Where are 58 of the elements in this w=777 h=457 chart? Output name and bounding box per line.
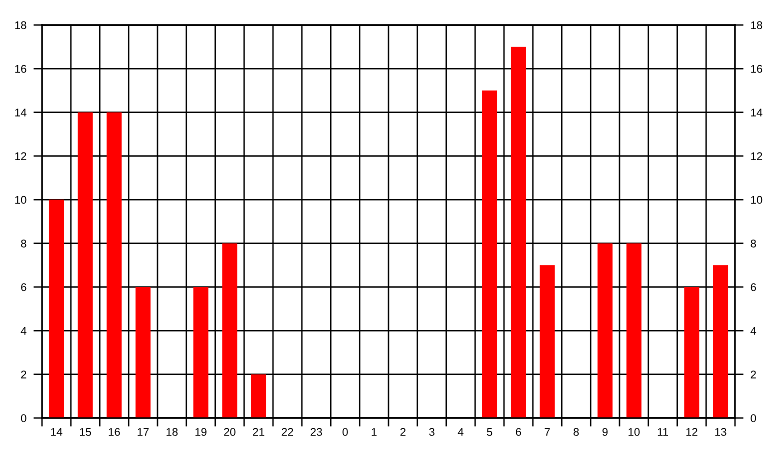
x-tick-label: 14 xyxy=(51,428,62,436)
x-tick-label: 17 xyxy=(138,428,149,436)
bar xyxy=(510,46,526,418)
y-tick-label: 0 xyxy=(20,414,26,422)
bar xyxy=(540,265,555,418)
y-tick-label: 8 xyxy=(21,240,26,248)
x-tick-label: 18 xyxy=(166,428,178,436)
x-tick-label: 16 xyxy=(108,428,120,436)
bar xyxy=(193,287,208,418)
x-tick-label: 1 xyxy=(372,428,377,436)
bar xyxy=(78,112,93,418)
bar xyxy=(626,243,642,418)
bar xyxy=(136,287,151,418)
y2-tick-label: 10 xyxy=(751,196,762,204)
bar xyxy=(106,112,122,418)
bar xyxy=(684,287,700,418)
x-tick-label: 4 xyxy=(458,428,464,436)
y2-tick-label: 8 xyxy=(750,240,756,248)
x-tick-label: 8 xyxy=(574,428,579,436)
x-tick-label: 2 xyxy=(400,428,406,436)
y2-tick-label: 16 xyxy=(751,64,762,73)
bar xyxy=(598,243,613,418)
x-tick-label: 10 xyxy=(628,428,640,436)
x-tick-label: 20 xyxy=(224,428,236,436)
x-tick-label: 22 xyxy=(282,428,294,436)
x-tick-label: 0 xyxy=(342,428,348,436)
x-tick-label: 13 xyxy=(715,428,726,436)
x-tick-label: 9 xyxy=(602,428,608,436)
y-tick-label: 14 xyxy=(15,108,26,116)
x-tick-label: 23 xyxy=(310,428,322,436)
bar xyxy=(251,374,266,418)
y2-tick-label: 18 xyxy=(751,21,762,30)
x-tick-label: 6 xyxy=(516,428,522,436)
y-tick-label: 10 xyxy=(15,196,26,204)
y-tick-label: 6 xyxy=(21,283,26,292)
bar xyxy=(222,243,238,418)
x-tick-label: 19 xyxy=(195,428,206,436)
y2-tick-label: 12 xyxy=(751,152,762,160)
y2-tick-label: 2 xyxy=(750,370,756,378)
bar xyxy=(713,265,728,418)
y2-tick-label: 0 xyxy=(750,414,756,422)
x-tick-label: 7 xyxy=(544,428,550,436)
y-tick-label: 2 xyxy=(21,370,26,378)
y2-tick-label: 6 xyxy=(750,283,756,292)
x-tick-label: 5 xyxy=(486,428,492,436)
y-tick-label: 16 xyxy=(15,64,26,73)
y-tick-label: 12 xyxy=(15,152,26,160)
x-tick-label: 3 xyxy=(429,428,434,436)
x-tick-label: 12 xyxy=(686,428,698,436)
y-tick-label: 18 xyxy=(15,21,26,30)
y2-tick-label: 14 xyxy=(751,108,762,116)
y2-tick-label: 4 xyxy=(750,327,756,335)
x-tick-label: 21 xyxy=(252,428,264,436)
y-tick-label: 4 xyxy=(20,327,26,335)
x-tick-label: 15 xyxy=(80,428,92,436)
bar xyxy=(482,90,498,418)
x-tick-label: 11 xyxy=(658,428,668,436)
bar xyxy=(48,200,64,418)
